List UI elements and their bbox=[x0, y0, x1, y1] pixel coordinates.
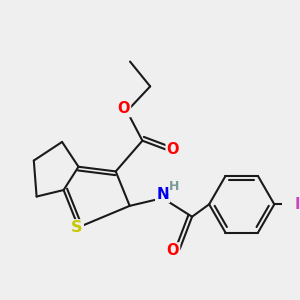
Text: H: H bbox=[169, 180, 180, 193]
Text: N: N bbox=[156, 187, 169, 202]
Text: I: I bbox=[294, 197, 300, 212]
Text: O: O bbox=[167, 142, 179, 158]
Text: S: S bbox=[71, 220, 83, 236]
Text: O: O bbox=[167, 243, 179, 258]
Text: O: O bbox=[118, 101, 130, 116]
